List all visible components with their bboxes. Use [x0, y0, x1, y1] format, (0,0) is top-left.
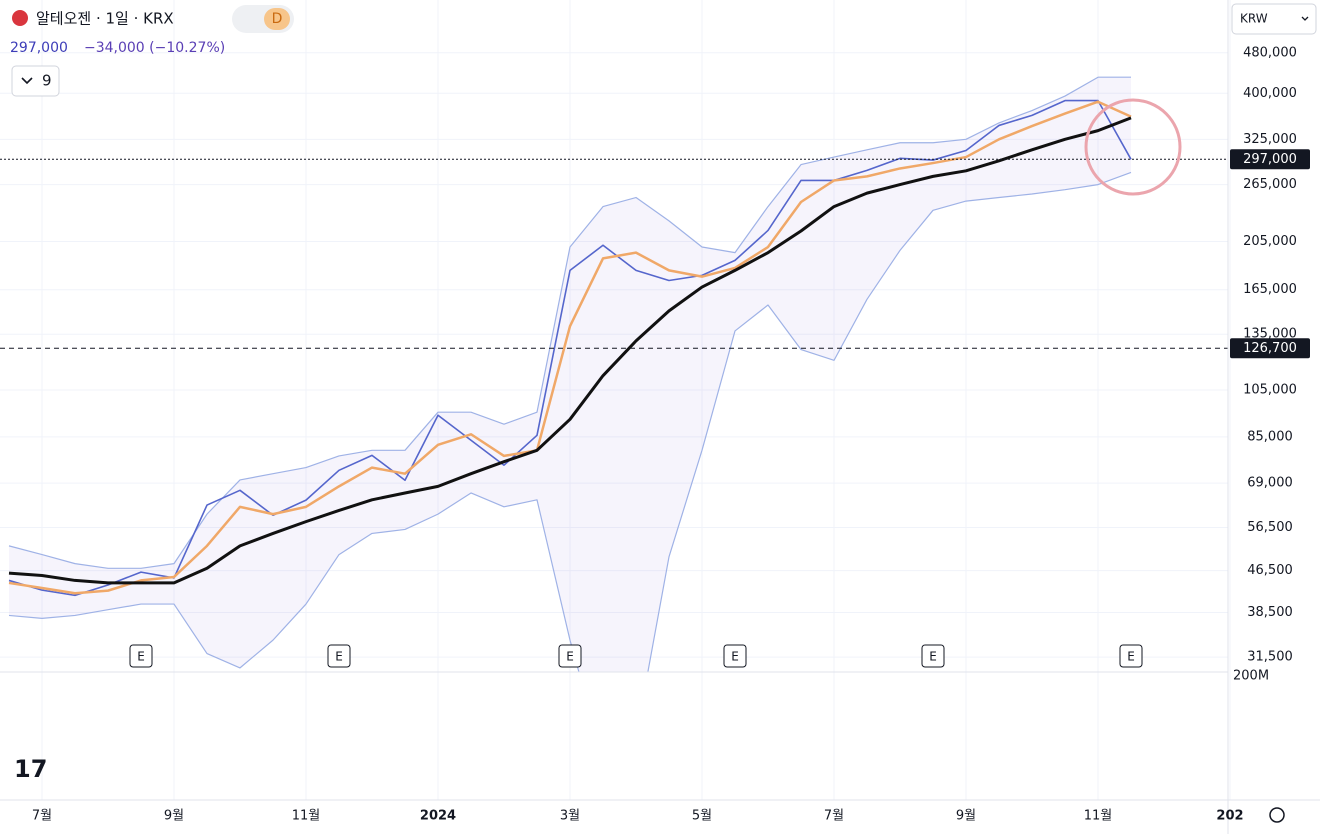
highlight-circle: [1084, 98, 1182, 196]
event-box: [921, 644, 945, 668]
x-tick-label: 9월: [164, 809, 184, 824]
series-line: [8, 171, 1132, 672]
event-label: E: [1127, 650, 1135, 664]
x-tick-label: 202: [1216, 809, 1243, 824]
y-tick-label: 38,500: [1247, 605, 1293, 620]
indicator-count[interactable]: 9: [42, 72, 52, 90]
x-tick-label: 7월: [32, 809, 52, 824]
price: 297,000: [10, 40, 68, 56]
y-tick-label: 31,500: [1247, 650, 1293, 665]
volume-tick: 200M: [1233, 669, 1269, 684]
y-tick-label: 135,000: [1243, 327, 1297, 342]
y-tick-label: 46,500: [1247, 563, 1293, 578]
x-tick-label: 11월: [292, 809, 321, 824]
event-box: [723, 644, 747, 668]
currency[interactable]: KRW: [1240, 12, 1268, 26]
x-tick-label: 2024: [420, 809, 456, 824]
event-box: [129, 644, 153, 668]
event-label: E: [335, 650, 343, 664]
price-tag: [1230, 149, 1310, 170]
grid: [0, 0, 1231, 800]
event-box: [327, 644, 351, 668]
x-tick-label: 7월: [824, 809, 844, 824]
x-tick-label: 9월: [956, 809, 976, 824]
x-tick-label: 11월: [1084, 809, 1113, 824]
event-label: E: [137, 650, 145, 664]
symbol: 알테오젠 · 1일 · KRX: [36, 10, 174, 28]
settings[interactable]: [1269, 807, 1285, 823]
event-label: E: [929, 650, 937, 664]
y-tick-label: 480,000: [1243, 45, 1297, 60]
chevron: [21, 77, 33, 85]
y-tick-label: 56,500: [1247, 520, 1293, 535]
y-tick-label: 105,000: [1243, 382, 1297, 397]
event-label: E: [731, 650, 739, 664]
price-tag-label: 126,700: [1243, 341, 1297, 356]
series-line: [8, 100, 1132, 595]
x-tick-label: 5월: [692, 809, 712, 824]
plot-area: [0, 76, 1228, 672]
y-tick-label: 265,000: [1243, 177, 1297, 192]
price-tag-label: 297,000: [1243, 152, 1297, 167]
currency-select[interactable]: [1231, 3, 1317, 35]
y-tick-label: 69,000: [1247, 476, 1293, 491]
series-line: [8, 116, 1132, 585]
event-label: E: [566, 650, 574, 664]
series-line: [8, 99, 1132, 597]
y-tick-label: 165,000: [1243, 282, 1297, 297]
y-tick-label: 400,000: [1243, 86, 1297, 101]
y-tick-label: 85,000: [1247, 429, 1293, 444]
tv-logo: 17: [14, 755, 47, 783]
price-tag: [1230, 338, 1310, 359]
band-fill: [9, 77, 1131, 672]
change: −34,000 (−10.27%): [84, 40, 225, 56]
chevron: [1301, 16, 1309, 21]
badge[interactable]: [264, 8, 290, 30]
indicator-toggle[interactable]: [11, 65, 60, 97]
event-box: [558, 644, 582, 668]
interval-badge[interactable]: D: [272, 11, 283, 27]
y-tick-label: 325,000: [1243, 132, 1297, 147]
x-tick-label: 3월: [560, 809, 580, 824]
logo: [12, 10, 28, 26]
y-tick-label: 205,000: [1243, 234, 1297, 249]
event-box: [1119, 644, 1143, 668]
